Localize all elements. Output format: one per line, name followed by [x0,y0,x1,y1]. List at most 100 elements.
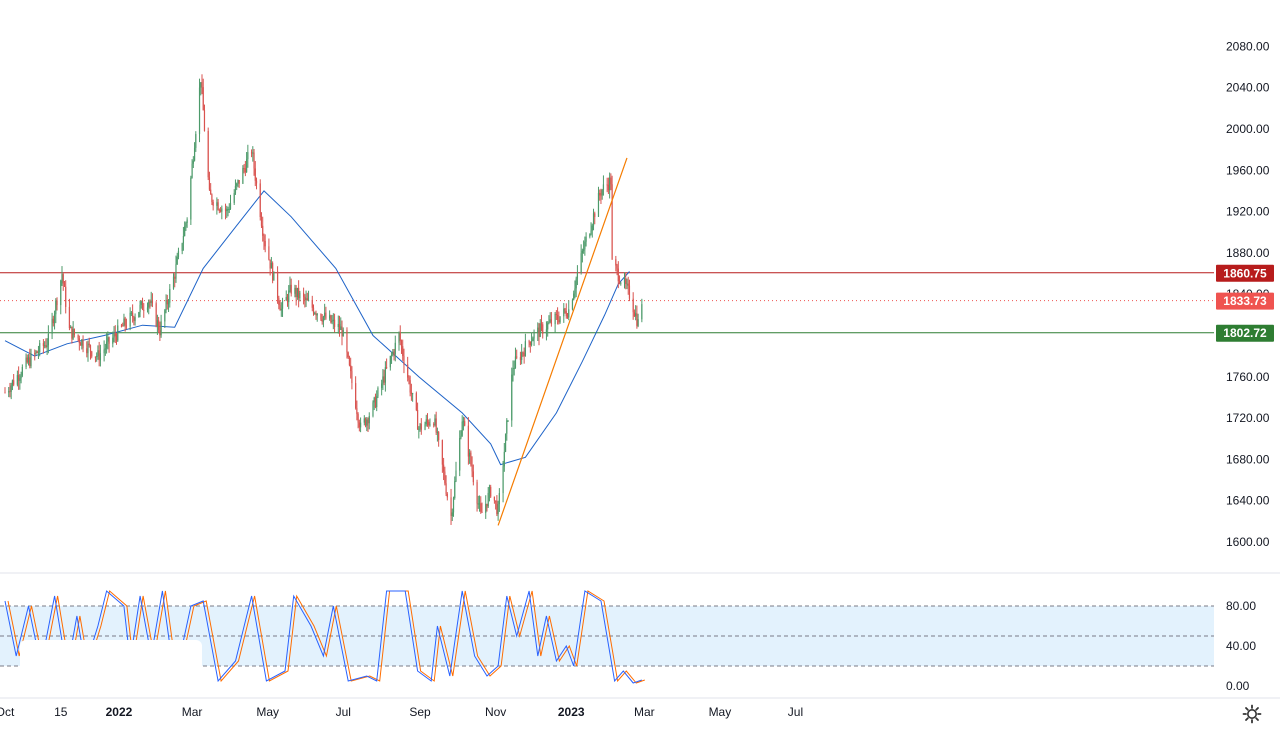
candle-body [533,332,535,339]
candle-body [366,419,368,426]
level-labels: 1860.75 1833.73 1802.72 [1216,264,1274,342]
candle-body [575,278,577,289]
candle-body [428,421,430,426]
candle-body [394,342,396,355]
candle-body [321,319,323,322]
candle-body [472,471,474,483]
candle-body [9,391,11,393]
candle-body [290,284,292,294]
candle-body [200,82,202,88]
candle-body [45,345,47,348]
candle-body [72,328,74,339]
candle-body [549,319,551,322]
candle-body [364,418,367,426]
candle-body [429,424,431,426]
moving-average [4,190,630,466]
candle-body [446,493,448,498]
candle-body [513,367,515,369]
candle-body [367,419,369,424]
candle-body [460,435,462,439]
candle-body [539,323,541,337]
candle-body [498,493,500,505]
candle-body [185,222,187,227]
candle-body [390,354,393,356]
gear-icon[interactable] [1242,704,1262,724]
candle-body [55,300,57,315]
candle-body [409,380,411,393]
candle-body [99,353,102,361]
candle-body [166,300,168,305]
candle-body [599,192,601,196]
time-tick-label: Mar [634,705,655,719]
candle-body [600,195,602,197]
candle-body [568,309,570,318]
candle-body [141,301,144,310]
candle-body [563,308,565,317]
candle-body [609,177,611,191]
candle-body [285,296,287,301]
candle-body [104,348,106,350]
candle-body [512,368,514,375]
candle-body [114,333,116,337]
candle-body [341,326,343,337]
candle-body [26,357,28,363]
candle-body [129,312,131,327]
candle-body [398,332,400,343]
candle-body [146,307,149,310]
candle-body [402,346,404,356]
price-tick-label: 1640.00 [1226,494,1270,508]
candle-body [105,341,108,349]
candle-body [359,422,362,428]
candle-body [60,280,62,306]
candle-body [203,110,206,132]
price-tick-label: 1680.00 [1226,452,1270,466]
candle-body [236,183,238,186]
candle-body [51,318,53,334]
candle-body [346,329,348,353]
candle-body [86,348,88,354]
candle-body [228,208,230,210]
candle-body [190,177,192,220]
candle-body [149,301,151,303]
time-tick-label: May [256,705,279,719]
candle-body [4,392,6,394]
candle-body [626,283,628,285]
candle-body [356,408,358,415]
candle-body [89,345,92,352]
candle-body [304,296,306,300]
candle-body [280,308,282,311]
candle-body [268,246,270,260]
candle-body [400,341,403,347]
price-tick-label: 1920.00 [1226,205,1270,219]
candle-body [597,192,600,217]
candle-body [174,276,176,279]
candle-body [237,180,239,184]
candle-body [636,313,638,326]
time-tick-label: Nov [485,705,506,719]
candle-body [47,333,49,346]
candle-body [602,184,605,190]
candle-body [633,312,636,317]
time-tick-label: Jul [788,705,803,719]
candle-body [470,452,472,465]
candle-body [454,481,456,499]
candle-body [340,326,342,331]
candle-body [221,208,223,212]
candle-body [573,293,575,300]
candle-body [502,466,504,494]
candle-body [306,298,308,301]
candle-body [227,209,229,211]
candle-body [565,311,567,317]
candle-body [158,320,160,331]
candle-body [148,301,150,308]
candle-body [296,287,299,297]
price-tick-label: 1880.00 [1226,246,1270,260]
candle-body [311,299,313,308]
candle-body [56,300,58,306]
candle-body [112,337,114,344]
price-tick-label: 1960.00 [1226,163,1270,177]
price-tick-label: 1760.00 [1226,370,1270,384]
candle-body [34,353,36,355]
